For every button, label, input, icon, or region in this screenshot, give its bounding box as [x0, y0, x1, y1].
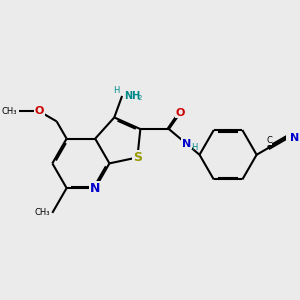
Text: H: H: [191, 143, 198, 152]
Text: O: O: [34, 106, 44, 116]
Text: O: O: [176, 108, 185, 118]
Text: N: N: [290, 133, 299, 142]
Text: NH: NH: [124, 91, 140, 101]
Text: C: C: [266, 136, 272, 145]
Text: CH₃: CH₃: [1, 107, 17, 116]
Text: N: N: [182, 139, 191, 149]
Text: CH₃: CH₃: [34, 208, 50, 217]
Text: N: N: [90, 182, 101, 195]
Text: S: S: [133, 151, 142, 164]
Text: H: H: [113, 86, 120, 95]
Text: 2: 2: [137, 95, 142, 101]
